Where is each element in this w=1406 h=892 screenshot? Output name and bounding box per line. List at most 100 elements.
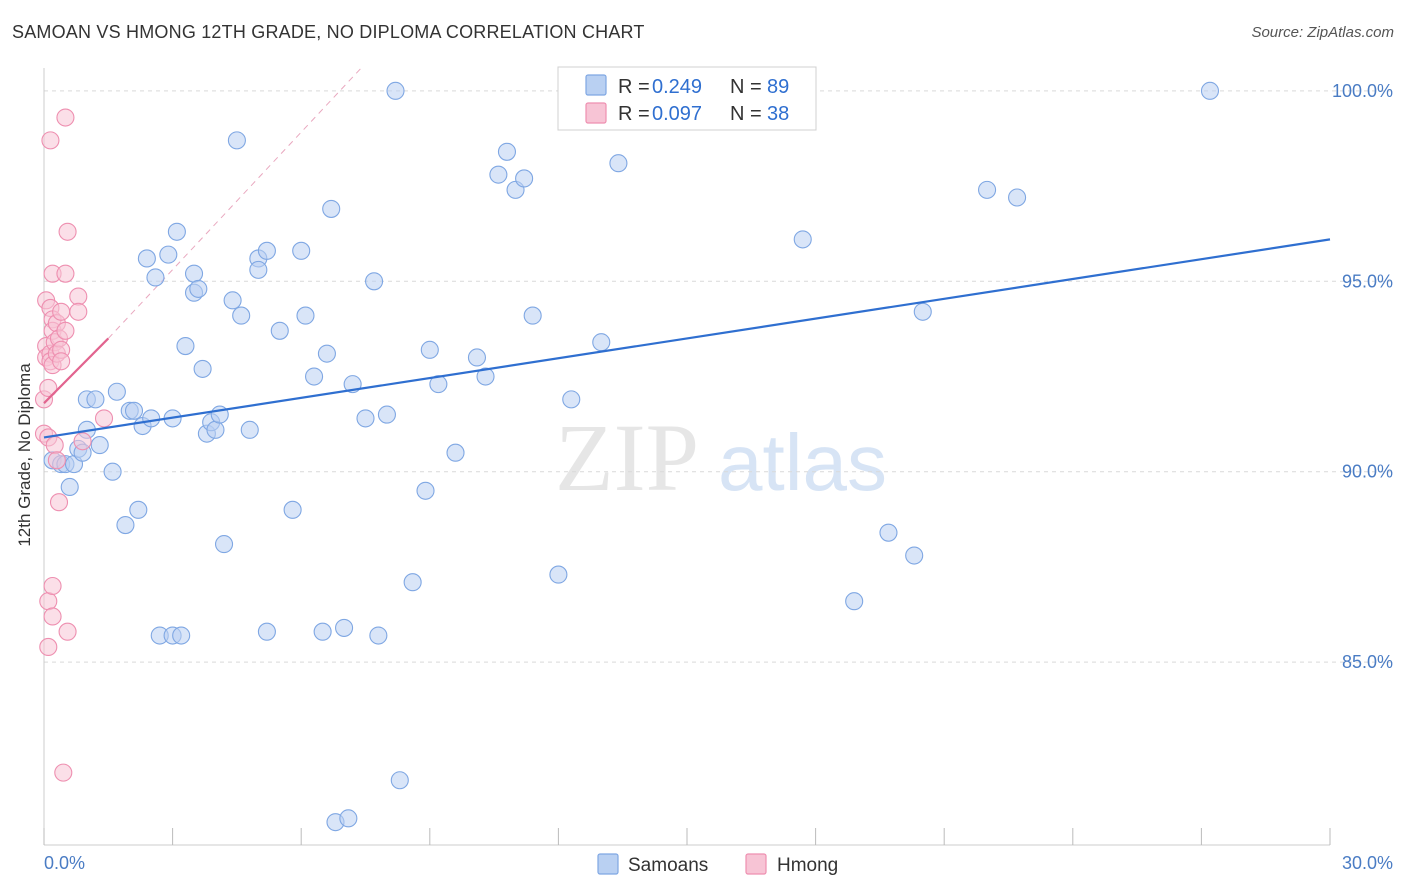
hmong-point-25: [49, 493, 69, 512]
samoans-point-25: [167, 222, 186, 241]
samoans-point-26: [172, 626, 191, 645]
samoans-point-20: [146, 268, 165, 287]
legend-n-value-samoans: 89: [767, 76, 789, 98]
samoans-point-40: [240, 420, 259, 439]
y-tick-label-95: 95.0%: [1342, 271, 1393, 291]
watermark: ZIP atlas: [555, 404, 887, 511]
samoans-point-12: [107, 382, 126, 401]
samoans-point-19: [142, 409, 161, 428]
x-tick-label-min: 0.0%: [44, 853, 85, 873]
samoans-point-48: [296, 306, 315, 325]
samoans-point-42: [249, 260, 268, 279]
legend-swatch-hmong: [585, 102, 607, 124]
legend-r-label-samoans: R =: [618, 76, 650, 98]
hmong-point-18: [43, 607, 62, 626]
samoans-point-64: [416, 481, 435, 500]
hmong-points: [34, 108, 114, 782]
samoans-point-9: [86, 390, 105, 409]
samoans-point-59: [369, 626, 388, 645]
samoans-point-47: [292, 241, 311, 260]
samoans-point-28: [184, 264, 204, 283]
samoans-point-69: [476, 367, 495, 386]
hmong-point-17: [43, 576, 62, 596]
samoans-point-30: [189, 279, 208, 298]
samoans-point-43: [257, 241, 276, 260]
hmong-point-31: [56, 264, 75, 283]
hmong-point-9: [41, 131, 60, 150]
samoans-point-39: [232, 306, 251, 325]
watermark-zip: ZIP: [555, 404, 699, 511]
legend-r-value-hmong: 0.097: [652, 103, 702, 125]
hmong-point-35: [69, 287, 88, 306]
hmong-point-5: [39, 378, 58, 397]
x-ticks: [43, 828, 1331, 845]
hmong-point-28: [52, 352, 71, 371]
samoans-point-67: [446, 443, 465, 462]
samoans-point-75: [549, 565, 568, 584]
samoans-point-71: [497, 142, 517, 161]
gridlines: [44, 90, 1393, 663]
hmong-point-20: [45, 436, 64, 455]
series-legend-swatch-hmong: [745, 853, 767, 875]
hmong-point-37: [73, 432, 92, 451]
samoans-point-15: [124, 401, 144, 420]
samoans-point-83: [905, 546, 924, 565]
series-legend-label-hmong: Hmong: [777, 855, 838, 876]
y-tick-label-85: 85.0%: [1342, 652, 1393, 672]
series-legend: Samoans Hmong: [597, 853, 838, 876]
legend-r-value-samoans: 0.249: [652, 76, 702, 98]
y-tick-label-100: 100.0%: [1332, 81, 1393, 101]
samoans-point-34: [206, 420, 225, 439]
samoans-point-82: [879, 523, 898, 542]
samoans-point-68: [467, 348, 487, 367]
samoans-point-22: [159, 245, 178, 264]
samoans-point-3: [60, 477, 79, 497]
series-legend-swatch-samoans: [597, 853, 619, 875]
samoans-point-44: [257, 622, 276, 641]
samoans-point-10: [90, 436, 109, 455]
y-tick-labels: 85.0% 90.0% 95.0% 100.0%: [1332, 81, 1393, 672]
samoans-point-37: [223, 291, 242, 310]
samoans-trend-line: [43, 238, 1331, 439]
hmong-point-34: [58, 622, 77, 641]
samoans-point-80: [793, 230, 812, 249]
hmong-point-26: [52, 302, 71, 321]
legend-r-label-hmong: R =: [618, 103, 650, 125]
legend-swatch-samoans: [585, 74, 607, 96]
watermark-atlas: atlas: [718, 418, 887, 507]
legend-n-label-hmong: N =: [730, 103, 762, 125]
hmong-point-36: [69, 302, 88, 321]
hmong-trend-line: [43, 337, 110, 404]
legend-n-value-hmong: 38: [767, 103, 789, 125]
hmong-point-29: [54, 763, 73, 782]
samoans-point-27: [176, 336, 195, 356]
samoans-point-65: [420, 340, 439, 359]
samoans-point-18: [137, 249, 156, 268]
samoans-point-54: [335, 618, 354, 637]
samoans-point-38: [227, 131, 246, 150]
samoans-point-13: [116, 516, 135, 535]
samoans-point-78: [609, 154, 628, 173]
samoans-point-87: [1200, 81, 1220, 100]
samoans-point-45: [270, 321, 289, 340]
samoans-point-73: [515, 169, 534, 188]
samoans-point-49: [305, 367, 324, 386]
hmong-point-38: [94, 409, 114, 428]
source-label: Source: ZipAtlas.com: [1251, 24, 1394, 41]
hmong-point-30: [56, 108, 75, 127]
samoans-point-74: [523, 306, 542, 325]
samoans-point-57: [356, 409, 375, 428]
samoans-point-50: [313, 622, 332, 641]
reference-diagonal: [107, 67, 362, 339]
hmong-point-33: [58, 222, 77, 241]
samoans-point-60: [377, 405, 396, 424]
samoans-point-16: [129, 500, 148, 519]
samoans-point-70: [489, 165, 508, 184]
x-tick-label-max: 30.0%: [1342, 853, 1393, 873]
legend-n-label-samoans: N =: [730, 76, 762, 98]
y-axis-title: 12th Grade, No Diploma: [15, 363, 34, 547]
samoans-point-51: [317, 344, 336, 363]
samoans-point-62: [390, 771, 409, 790]
samoans-point-11: [103, 462, 122, 481]
